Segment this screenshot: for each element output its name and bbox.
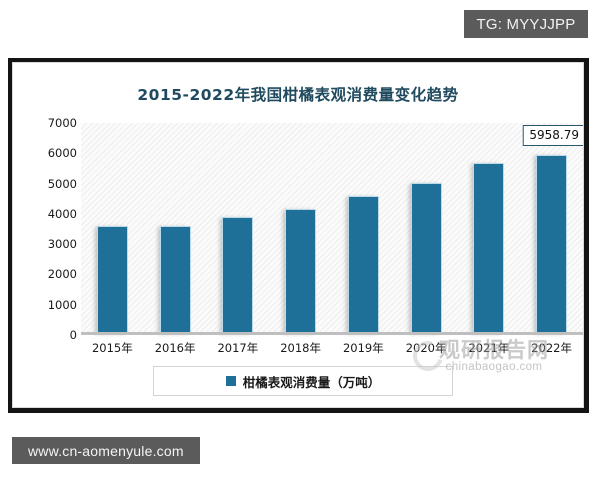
bar-slot: [395, 123, 458, 335]
y-tick-label: 5000: [47, 176, 77, 191]
x-tick-label: 2021年: [468, 341, 510, 355]
y-axis-ticks: 7000 6000 5000 4000 3000 2000 1000 0: [13, 116, 77, 342]
y-tick-label: 7000: [47, 116, 77, 130]
y-tick-label: 4000: [47, 206, 77, 221]
bar-slot: [332, 123, 395, 335]
footer-url-badge: www.cn-aomenyule.com: [12, 437, 200, 464]
bar-slot: [207, 123, 270, 335]
legend-swatch-icon: [225, 376, 236, 386]
plot-wrapper: 7000 6000 5000 4000 3000 2000 1000 0 5958.79 20…: [13, 63, 583, 407]
x-tick-label: 2019年: [342, 341, 384, 355]
chart-bar[interactable]: [410, 182, 442, 335]
y-tick-label: 0: [69, 328, 77, 342]
bar-slot: [81, 123, 144, 335]
y-tick-label: 1000: [47, 297, 77, 312]
x-tick-label: 2020年: [405, 341, 447, 355]
chart-bar[interactable]: [96, 225, 128, 335]
chart-bar[interactable]: [285, 208, 317, 335]
chart-legend: 柑橘表观消费量（万吨）: [153, 366, 453, 396]
tg-badge: TG: MYYJJPP: [464, 10, 588, 38]
x-tick-label: 2016年: [154, 341, 196, 355]
bar-slot: [144, 123, 207, 335]
chart-bar[interactable]: [347, 195, 379, 335]
x-tick-label: 2017年: [217, 341, 259, 355]
y-tick-label: 6000: [47, 146, 77, 161]
plot-area: 5958.79: [81, 123, 583, 335]
x-tick-label: 2022年: [531, 341, 573, 355]
x-axis-ticks: 2015年 2016年 2017年 2018年 2019年 2020年 2021年 2022年: [81, 337, 583, 359]
chart-title: 2015-2022年我国柑橘表观消费量变化趋势: [137, 86, 459, 104]
y-tick-label: 3000: [47, 237, 77, 252]
bar-slot: 5958.79: [520, 123, 583, 335]
legend-label: 柑橘表观消费量（万吨）: [242, 374, 381, 390]
chart-frame: 2015-2022年我国柑橘表观消费量变化趋势 7000 6000 5000 4000…: [8, 58, 589, 413]
bar-slot: [269, 123, 332, 335]
x-tick-label: 2018年: [280, 341, 322, 355]
chart-bar[interactable]: [159, 225, 191, 335]
bar-value-callout: 5958.79: [522, 124, 583, 146]
chart-card: 2015-2022年我国柑橘表观消费量变化趋势 7000 6000 5000 4000…: [12, 62, 584, 408]
chart-bar[interactable]: [536, 154, 568, 335]
chart-bar[interactable]: [222, 216, 254, 335]
chart-bar[interactable]: [473, 163, 505, 335]
bar-slot: [458, 123, 521, 335]
x-tick-label: 2015年: [91, 341, 133, 355]
y-tick-label: 2000: [47, 267, 77, 282]
